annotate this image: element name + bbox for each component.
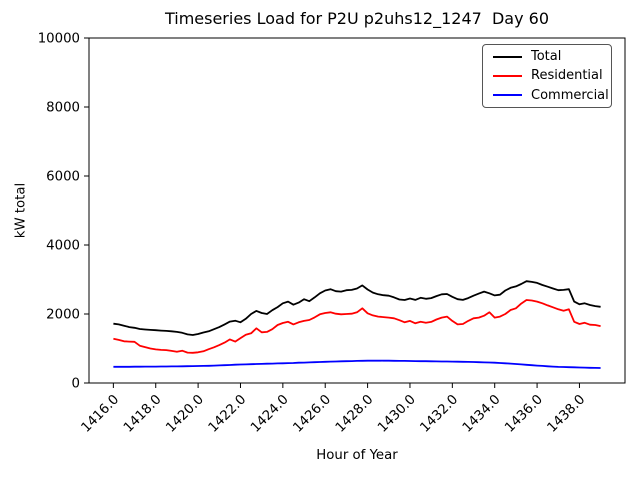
y-tick-label: 8000: [46, 101, 80, 116]
residential-line-swatch: [493, 74, 522, 77]
x-tick-label: 1430.0: [375, 392, 419, 436]
x-tick-label: 1420.0: [163, 392, 207, 436]
chart-title: Timeseries Load for P2U p2uhs12_1247 Day…: [164, 9, 550, 28]
x-tick-label: 1438.0: [545, 392, 589, 436]
x-tick-label: 1434.0: [460, 392, 504, 436]
total-line-swatch: [493, 55, 522, 58]
legend-item-commercial: Commercial: [493, 86, 611, 105]
axes-frame: [88, 37, 626, 384]
legend-item-total: Total: [493, 47, 611, 66]
series-line-residential: [113, 299, 601, 354]
series-line-total: [113, 280, 601, 336]
x-tick-label: 1418.0: [121, 392, 165, 436]
x-tick-label: 1436.0: [502, 392, 546, 436]
legend-label: Total: [531, 49, 562, 65]
x-tick-label: 1424.0: [248, 392, 292, 436]
legend-item-residential: Residential: [493, 66, 611, 85]
legend: Total Residential Commercial: [482, 44, 612, 108]
x-tick-label: 1416.0: [79, 392, 123, 436]
legend-label: Residential: [531, 68, 603, 84]
x-tick-label: 1426.0: [291, 392, 335, 436]
commercial-line-swatch: [493, 94, 522, 97]
x-tick-label: 1422.0: [206, 392, 250, 436]
series-line-commercial: [113, 359, 601, 369]
y-tick-label: 6000: [46, 170, 80, 185]
x-axis-label: Hour of Year: [316, 448, 398, 463]
x-tick-label: 1428.0: [333, 392, 377, 436]
y-tick-label: 2000: [46, 308, 80, 323]
y-tick-label: 4000: [46, 239, 80, 254]
x-tick-label: 1432.0: [418, 392, 462, 436]
y-tick-label: 10000: [38, 32, 80, 47]
legend-label: Commercial: [531, 87, 609, 103]
y-tick-label: 0: [72, 377, 80, 392]
